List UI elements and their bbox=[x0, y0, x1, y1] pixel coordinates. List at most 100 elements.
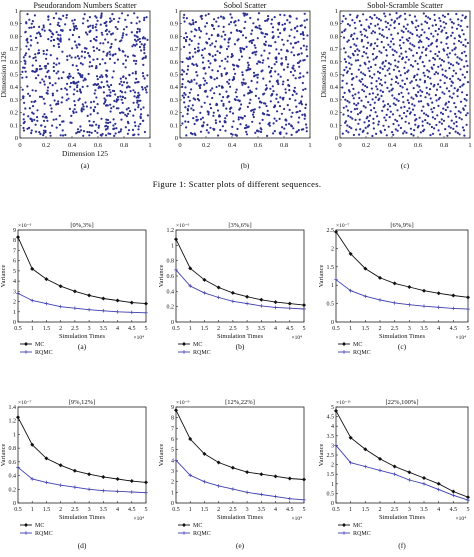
scatter-point bbox=[441, 73, 444, 76]
y-tick-label: 4 bbox=[331, 424, 334, 430]
scatter-point bbox=[108, 57, 112, 61]
scatter-point bbox=[267, 17, 270, 21]
scatter-point bbox=[76, 131, 79, 134]
scatter-point bbox=[82, 17, 85, 20]
scatter-point bbox=[92, 100, 95, 103]
y-axis-label: Variance bbox=[158, 444, 165, 467]
scatter-point bbox=[185, 57, 188, 60]
scatter-point bbox=[414, 60, 417, 63]
scatter-point bbox=[52, 62, 56, 65]
rqmc-data-point bbox=[30, 477, 35, 481]
rqmc-data-point bbox=[334, 277, 338, 282]
scatter-point bbox=[299, 47, 303, 50]
legend-label-mc: MC bbox=[193, 342, 202, 348]
scatter-point bbox=[217, 25, 220, 28]
scatter-point bbox=[121, 50, 124, 53]
rqmc-data-point bbox=[188, 473, 193, 478]
scatter-point bbox=[227, 82, 230, 85]
scatter-point bbox=[447, 56, 450, 59]
scatter-point bbox=[342, 113, 345, 116]
scatter-point bbox=[402, 101, 405, 104]
scatter-point bbox=[400, 117, 403, 120]
scatter-point bbox=[344, 51, 347, 54]
scatter-point bbox=[439, 64, 442, 67]
scatter-point bbox=[391, 37, 394, 40]
panel-label: (a) bbox=[81, 161, 90, 170]
x-tick-label: 0.5 bbox=[332, 326, 340, 332]
scatter-point bbox=[26, 127, 29, 130]
scatter-point bbox=[404, 50, 407, 53]
scatter-point bbox=[111, 76, 114, 79]
mc-data-point bbox=[101, 474, 106, 479]
y-tick-label: 0.7 bbox=[10, 46, 19, 53]
scatter-point bbox=[423, 128, 426, 131]
scatter-point bbox=[254, 46, 257, 49]
scatter-point bbox=[224, 33, 227, 37]
scatter-point bbox=[115, 127, 118, 130]
chart-title: [0%,3%] bbox=[70, 222, 93, 229]
scatter-point bbox=[100, 31, 103, 34]
scatter-point bbox=[201, 124, 204, 127]
scatter-point bbox=[405, 27, 408, 30]
scatter-point bbox=[37, 74, 40, 77]
scatter-point bbox=[49, 30, 52, 33]
scatter-point bbox=[421, 90, 424, 93]
scatter-point bbox=[59, 134, 62, 137]
scatter-point bbox=[250, 90, 253, 94]
scatter-point bbox=[112, 70, 115, 73]
scatter-point bbox=[126, 132, 129, 135]
scatter-point bbox=[428, 93, 431, 96]
scatter-point bbox=[24, 62, 27, 65]
scatter-point bbox=[143, 46, 146, 49]
scatter-point bbox=[101, 58, 104, 61]
scatter-point bbox=[263, 92, 266, 95]
scatter-point bbox=[448, 95, 451, 98]
scatter-point bbox=[421, 28, 424, 31]
scatter-point bbox=[438, 57, 441, 60]
scatter-point bbox=[294, 42, 297, 45]
scatter-point bbox=[459, 25, 462, 28]
scatter-point bbox=[33, 100, 36, 103]
scatter-point bbox=[390, 78, 393, 81]
scatter-point bbox=[104, 99, 107, 102]
scatter-point bbox=[215, 85, 218, 89]
scatter-point bbox=[452, 64, 455, 67]
scatter-point bbox=[192, 109, 195, 112]
scatter-point bbox=[413, 15, 417, 18]
scatter-point bbox=[49, 134, 52, 137]
scatter-point bbox=[33, 14, 37, 17]
scatter-point bbox=[379, 19, 382, 22]
scatter-point bbox=[95, 83, 98, 87]
mc-data-point bbox=[378, 456, 382, 461]
scatter-point bbox=[418, 85, 421, 88]
scatter-point bbox=[90, 124, 93, 127]
scatter-point bbox=[451, 81, 454, 84]
scatter-point bbox=[229, 106, 232, 109]
scatter-point bbox=[230, 31, 233, 34]
scatter-point bbox=[112, 118, 115, 121]
scatter-point bbox=[130, 31, 133, 34]
scatter-point bbox=[209, 89, 212, 92]
panel-label: (c) bbox=[401, 161, 410, 170]
scatter-point bbox=[398, 22, 401, 25]
scatter-point bbox=[435, 123, 438, 127]
scatter-point bbox=[97, 126, 100, 129]
scatter-point bbox=[305, 18, 308, 21]
variance-chart-4: [9%,12%]×10⁻⁷00.20.40.60.811.21.40.5 1 1.5… bbox=[0, 399, 148, 550]
scatter-point bbox=[418, 57, 421, 60]
scatter-point bbox=[144, 56, 147, 59]
scatter-point bbox=[102, 50, 105, 53]
scatter-point bbox=[96, 103, 99, 106]
scatter-point bbox=[199, 130, 203, 133]
scatter-point bbox=[185, 72, 188, 75]
x-tick-label: 1 bbox=[148, 142, 151, 149]
scatter-point bbox=[305, 126, 308, 129]
scatter-point bbox=[95, 29, 98, 32]
scatter-point bbox=[258, 27, 261, 30]
scatter-point bbox=[455, 61, 458, 64]
scatter-point bbox=[64, 133, 67, 137]
mc-data-point bbox=[144, 301, 148, 306]
scatter-point bbox=[225, 114, 228, 117]
scatter-point bbox=[353, 102, 356, 105]
